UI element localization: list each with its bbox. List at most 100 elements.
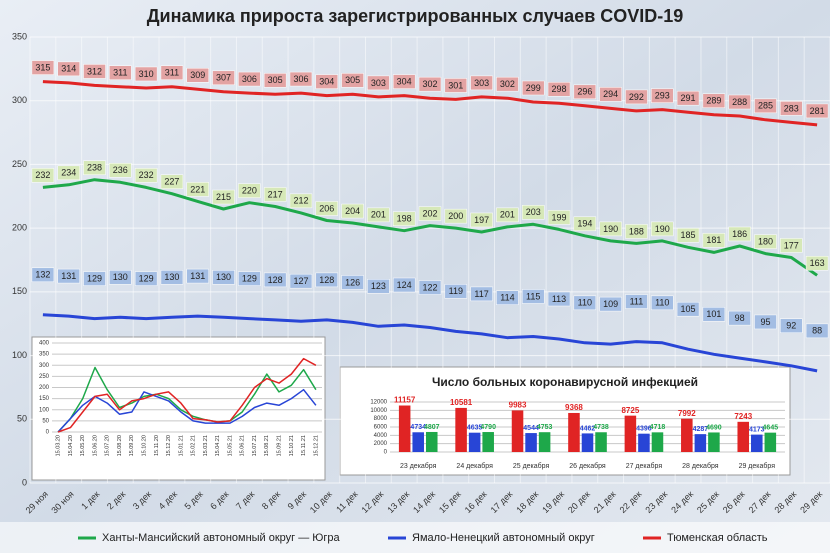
x-tick-label: 15.11.20 bbox=[154, 435, 160, 456]
x-tick-label: 15.02.21 bbox=[191, 435, 197, 456]
data-label: 288 bbox=[732, 97, 747, 107]
data-label: 194 bbox=[577, 219, 592, 229]
data-label: 131 bbox=[190, 271, 205, 281]
y-tick-label: 300 bbox=[12, 95, 27, 105]
label-box bbox=[418, 206, 442, 221]
data-label: 4790 bbox=[480, 424, 496, 431]
data-label: 127 bbox=[293, 276, 308, 286]
x-tick-label: 15.12.20 bbox=[166, 435, 172, 456]
data-label: 111 bbox=[630, 296, 644, 306]
data-label: 8725 bbox=[621, 406, 639, 415]
data-label: 305 bbox=[268, 75, 283, 85]
data-label: 227 bbox=[164, 177, 179, 187]
x-tick-label: 15.09.20 bbox=[129, 435, 135, 456]
bar bbox=[651, 432, 664, 452]
data-label: 307 bbox=[216, 73, 231, 83]
label-box bbox=[83, 64, 106, 79]
chart-title: Число больных коронавирусной инфекцией bbox=[432, 375, 698, 389]
x-tick-label: 28 декабря bbox=[682, 462, 719, 470]
y-tick-label: 0 bbox=[22, 477, 27, 487]
data-label: 110 bbox=[655, 298, 669, 308]
data-label: 113 bbox=[552, 294, 566, 304]
data-label: 129 bbox=[139, 273, 154, 283]
data-label: 201 bbox=[371, 210, 386, 220]
label-box bbox=[134, 168, 158, 183]
label-box bbox=[289, 273, 313, 289]
label-box bbox=[418, 280, 442, 295]
data-label: 303 bbox=[371, 78, 386, 88]
data-label: 101 bbox=[706, 309, 721, 319]
x-tick-label: 15.04.21 bbox=[215, 435, 221, 456]
data-label: 129 bbox=[87, 273, 102, 283]
data-label: 4718 bbox=[650, 424, 666, 431]
data-label: 4738 bbox=[593, 424, 609, 431]
y-tick-label: 100 bbox=[39, 407, 50, 413]
data-label: 296 bbox=[577, 87, 592, 97]
bar bbox=[681, 418, 693, 452]
label-box bbox=[392, 74, 416, 89]
series-line bbox=[42, 313, 818, 373]
data-label: 299 bbox=[526, 83, 541, 93]
x-tick-label: 27 декабря bbox=[626, 462, 663, 470]
y-tick-label: 6000 bbox=[374, 425, 388, 431]
data-label: 128 bbox=[319, 275, 334, 285]
data-label: 163 bbox=[810, 258, 825, 268]
data-label: 115 bbox=[526, 291, 540, 301]
data-label: 114 bbox=[500, 293, 514, 303]
data-label: 98 bbox=[735, 313, 745, 323]
label-box bbox=[444, 208, 468, 224]
label-box bbox=[83, 160, 106, 175]
y-tick-label: 200 bbox=[12, 223, 27, 233]
data-label: 292 bbox=[629, 92, 644, 102]
label-box bbox=[728, 310, 751, 326]
label-box bbox=[470, 75, 493, 91]
data-label: 109 bbox=[603, 299, 618, 309]
y-tick-label: 250 bbox=[39, 374, 50, 380]
bar bbox=[455, 407, 467, 452]
data-label: 4753 bbox=[537, 424, 553, 431]
y-tick-label: 8000 bbox=[374, 416, 388, 422]
data-label: 201 bbox=[500, 210, 515, 220]
data-label: 4734 bbox=[410, 424, 426, 431]
data-label: 215 bbox=[216, 192, 231, 202]
bar bbox=[737, 421, 750, 452]
label-box bbox=[263, 272, 287, 288]
data-label: 220 bbox=[242, 186, 257, 196]
data-label: 119 bbox=[449, 286, 463, 296]
data-label: 289 bbox=[706, 96, 721, 106]
label-box bbox=[676, 228, 700, 243]
data-label: 130 bbox=[113, 272, 128, 282]
label-box bbox=[160, 174, 184, 189]
bar bbox=[764, 432, 777, 452]
data-label: 302 bbox=[500, 79, 515, 89]
data-label: 294 bbox=[603, 89, 618, 99]
x-tick-label: 15.11.21 bbox=[301, 435, 307, 456]
label-box bbox=[470, 212, 493, 228]
label-box bbox=[805, 256, 829, 271]
data-label: 302 bbox=[422, 79, 437, 89]
label-box bbox=[289, 71, 313, 87]
label-box bbox=[263, 187, 287, 202]
label-box bbox=[780, 238, 803, 253]
data-label: 4645 bbox=[763, 424, 779, 431]
x-tick-label: 15.05.20 bbox=[80, 435, 86, 456]
data-label: 309 bbox=[190, 70, 205, 80]
series-line bbox=[42, 178, 818, 277]
data-label: 95 bbox=[760, 317, 770, 327]
data-label: 181 bbox=[706, 235, 721, 245]
x-tick-label: 15.03.21 bbox=[203, 435, 209, 456]
label-box bbox=[651, 88, 674, 103]
data-label: 9983 bbox=[509, 401, 527, 410]
y-tick-label: 2000 bbox=[374, 441, 388, 447]
y-tick-label: 150 bbox=[12, 286, 27, 296]
label-box bbox=[186, 182, 209, 197]
label-box bbox=[57, 268, 80, 284]
data-label: 10581 bbox=[450, 398, 473, 407]
bar bbox=[624, 415, 637, 452]
label-box bbox=[625, 224, 648, 239]
chart-title: Динамика прироста зарегистрированных слу… bbox=[147, 6, 684, 26]
x-tick-label: 15.10.21 bbox=[289, 435, 295, 456]
x-tick-label: 26 декабря bbox=[569, 462, 606, 470]
legend-label: Ханты-Мансийский автономный округ — Югра bbox=[102, 532, 341, 544]
x-tick-label: 15.06.20 bbox=[92, 435, 98, 456]
